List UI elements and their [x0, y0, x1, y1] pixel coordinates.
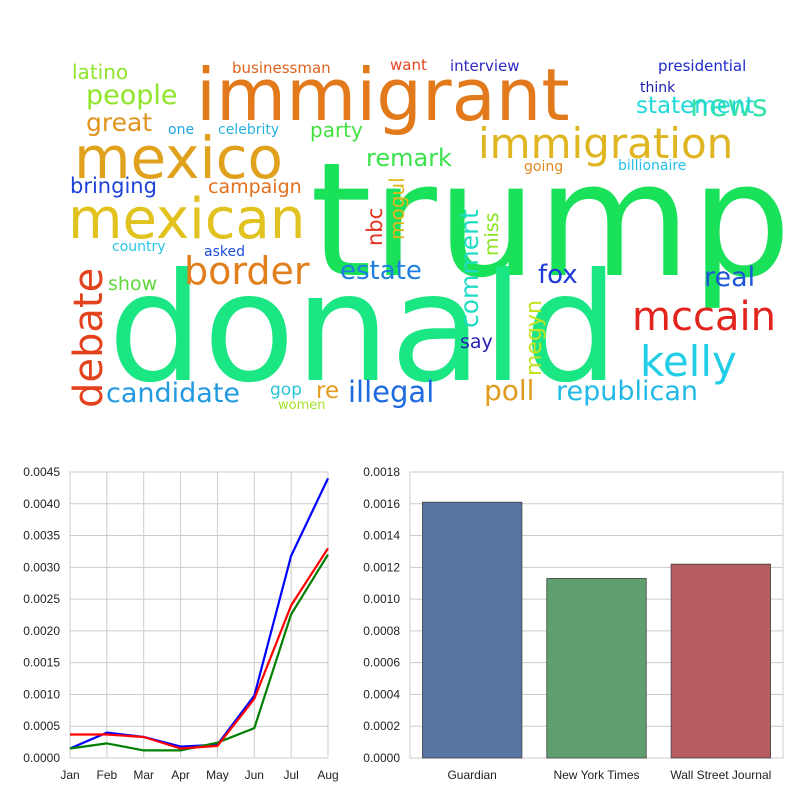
word-border: border: [184, 249, 310, 293]
line-chart-y-tick-label: 0.0045: [23, 465, 60, 479]
line-chart-x-tick-label: Jul: [283, 768, 298, 782]
word-women: women: [278, 398, 326, 413]
bar-chart-x-ticks: Guardian New York Times Wall Street Journa…: [447, 768, 771, 782]
word-party: party: [310, 118, 363, 142]
line-chart-y-ticks: 0.0000 0.0005 0.0010 0.0015 0.0020 0.0025 0.00…: [23, 465, 60, 765]
word-illegal: illegal: [348, 375, 434, 409]
line-chart-y-tick-label: 0.0030: [23, 560, 60, 574]
bar-chart-y-tick-label: 0.0000: [363, 751, 400, 765]
word-candidate: candidate: [106, 378, 240, 409]
bar-chart-y-tick-label: 0.0014: [363, 529, 400, 543]
line-chart-x-tick-label: Feb: [97, 768, 118, 782]
bar-chart-y-tick-label: 0.0008: [363, 624, 400, 638]
word-donald: donald: [108, 242, 619, 416]
word-presidential: presidential: [658, 57, 746, 75]
word-trump: trump: [310, 129, 791, 313]
line-chart-y-tick-label: 0.0020: [23, 624, 60, 638]
line-chart-x-tick-label: Jun: [245, 768, 264, 782]
line-chart-y-tick-label: 0.0025: [23, 592, 60, 606]
word-fox: fox: [538, 260, 578, 290]
word-one: one: [168, 122, 194, 138]
bar-chart-bar: [670, 563, 771, 759]
word-people: people: [86, 80, 178, 111]
line-chart-y-tick-label: 0.0035: [23, 529, 60, 543]
line-chart-series-line: [70, 547, 329, 750]
word-comment: comment: [455, 209, 484, 328]
line-chart-series: [69, 477, 329, 752]
bar-chart-x-tick-label: New York Times: [553, 768, 639, 782]
bar-chart-y-tick-label: 0.0010: [363, 592, 400, 606]
word-great: great: [86, 108, 152, 137]
word-debate: debate: [66, 268, 112, 408]
word-mogul: mogul: [385, 177, 409, 240]
word-remark: remark: [366, 144, 452, 172]
bar-chart-x-tick-label: Guardian: [447, 768, 496, 782]
line-chart-y-tick-label: 0.0000: [23, 751, 60, 765]
bar-chart-bars: [422, 501, 771, 759]
bar-chart-y-tick-label: 0.0004: [363, 687, 400, 701]
word-celebrity: celebrity: [218, 122, 279, 138]
word-mexican: mexican: [68, 187, 305, 252]
bar-chart-y-tick-label: 0.0018: [363, 465, 400, 479]
bar-chart: 0.0000 0.0002 0.0004 0.0006 0.0008 0.0010 0.00…: [363, 465, 784, 782]
word-want: want: [390, 56, 427, 74]
word-miss: miss: [481, 212, 503, 256]
word-statement: statement: [636, 93, 754, 119]
word-billionaire: billionaire: [618, 158, 686, 174]
bar-chart-y-tick-label: 0.0006: [363, 656, 400, 670]
line-chart-x-tick-label: May: [206, 768, 229, 782]
word-estate: estate: [340, 256, 422, 286]
bar-chart-bar: [422, 501, 523, 759]
word-gop: gop: [270, 380, 302, 400]
bar-chart-x-tick-label: Wall Street Journal: [670, 768, 771, 782]
word-bringing: bringing: [70, 174, 157, 198]
line-chart-y-tick-label: 0.0010: [23, 687, 60, 701]
line-chart-x-tick-label: Aug: [317, 768, 338, 782]
word-republican: republican: [556, 376, 698, 407]
line-chart-x-tick-label: Apr: [171, 768, 190, 782]
word-real: real: [704, 262, 755, 293]
line-chart-plot-area: [69, 471, 329, 759]
word-immigrant: immigrant: [196, 53, 570, 137]
word-news: news: [690, 89, 768, 124]
line-chart-grid: [69, 471, 329, 759]
bar-chart-y-ticks: 0.0000 0.0002 0.0004 0.0006 0.0008 0.0010 0.00…: [363, 465, 400, 765]
word-asked: asked: [204, 244, 245, 260]
bar-chart-y-tick-label: 0.0002: [363, 719, 400, 733]
line-chart-x-tick-label: Mar: [133, 768, 154, 782]
bar-chart-y-tick-label: 0.0012: [363, 560, 400, 574]
bar-chart-bar: [546, 578, 647, 759]
bar-chart-y-tick-label: 0.0016: [363, 497, 400, 511]
word-nbc: nbc: [363, 208, 387, 246]
word-latino: latino: [72, 60, 128, 84]
word-campaign: campaign: [208, 176, 302, 198]
word-immigration: immigration: [478, 119, 733, 168]
word-show: show: [108, 273, 157, 295]
word-mccain: mccain: [632, 294, 776, 340]
word-country: country: [112, 239, 166, 255]
word-interview: interview: [450, 57, 520, 75]
word-businessman: businessman: [232, 59, 331, 77]
word-going: going: [524, 159, 563, 175]
line-chart-y-tick-label: 0.0015: [23, 656, 60, 670]
word-megyn: megyn: [522, 300, 547, 376]
line-chart-y-tick-label: 0.0005: [23, 719, 60, 733]
word-kelly: kelly: [640, 337, 737, 386]
word-poll: poll: [484, 374, 534, 407]
line-chart-x-ticks: Jan Feb Mar Apr May Jun Jul Aug: [60, 768, 338, 782]
line-chart: 0.0000 0.0005 0.0010 0.0015 0.0020 0.0025 0.00…: [23, 465, 338, 782]
word-re: re: [316, 378, 339, 404]
line-chart-y-tick-label: 0.0040: [23, 497, 60, 511]
word-say: say: [460, 331, 493, 353]
word-mexico: mexico: [74, 124, 283, 192]
word-cloud: trump donald immigrant mexico mexican im…: [66, 53, 791, 416]
word-think: think: [640, 80, 676, 96]
line-chart-x-tick-label: Jan: [60, 768, 79, 782]
